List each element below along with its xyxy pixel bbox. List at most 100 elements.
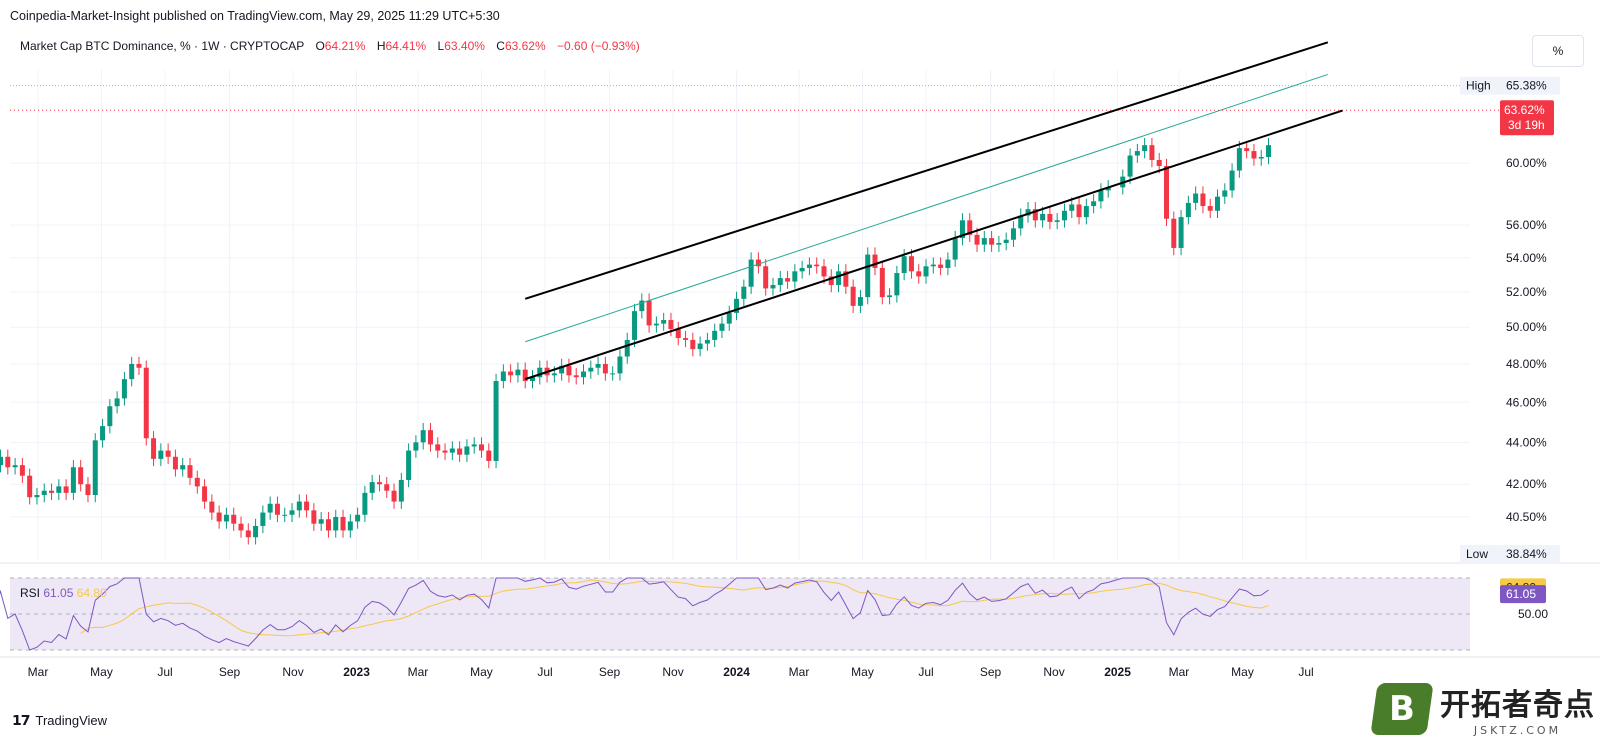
candle-body bbox=[923, 266, 929, 277]
close-value: 63.62% bbox=[504, 39, 546, 53]
candle-body bbox=[522, 369, 528, 382]
candle bbox=[974, 227, 980, 252]
candle bbox=[1091, 194, 1097, 214]
high-label: High bbox=[1466, 79, 1491, 93]
candle-body bbox=[209, 501, 215, 513]
candle-body bbox=[916, 271, 922, 277]
candle-body bbox=[1003, 239, 1009, 244]
tradingview-logo[interactable]: 𝟭𝟳 TradingView bbox=[12, 712, 107, 729]
candle bbox=[719, 316, 725, 339]
candle-body bbox=[413, 442, 419, 451]
candle-body bbox=[938, 264, 944, 268]
candle-body bbox=[180, 465, 186, 470]
candle bbox=[639, 293, 645, 319]
candle bbox=[923, 259, 929, 284]
percent-scale-button[interactable]: % bbox=[1532, 35, 1584, 67]
low-value: 38.84% bbox=[1506, 547, 1547, 561]
symbol-name[interactable]: Market Cap BTC Dominance, % · 1W · CRYPT… bbox=[20, 39, 305, 53]
candle bbox=[318, 512, 324, 531]
candle bbox=[34, 487, 40, 505]
candle bbox=[646, 293, 652, 333]
candle-body bbox=[850, 286, 856, 306]
y-tick-label: 46.00% bbox=[1506, 395, 1547, 409]
candle bbox=[420, 422, 426, 450]
candle-body bbox=[1040, 213, 1046, 221]
candle bbox=[180, 457, 186, 477]
candle-body bbox=[158, 450, 164, 459]
candle bbox=[391, 483, 397, 509]
candle-body bbox=[806, 264, 812, 268]
candle bbox=[1185, 195, 1191, 225]
candle bbox=[508, 364, 514, 383]
low-value: 63.40% bbox=[444, 39, 485, 53]
candle-body bbox=[100, 426, 106, 441]
x-tick-label: Sep bbox=[219, 665, 241, 679]
candle bbox=[413, 435, 419, 458]
candle-body bbox=[741, 286, 747, 299]
candle bbox=[231, 507, 237, 531]
candle bbox=[442, 443, 448, 460]
candle-body bbox=[1098, 190, 1104, 202]
x-tick-label: 2023 bbox=[343, 665, 370, 679]
candle bbox=[136, 356, 142, 375]
change-value: −0.60 (−0.93%) bbox=[557, 39, 640, 53]
candle bbox=[216, 505, 222, 529]
x-tick-label: Jul bbox=[157, 665, 172, 679]
candle-body bbox=[515, 369, 521, 376]
candle-body bbox=[865, 254, 871, 298]
candle bbox=[260, 505, 266, 534]
candle-body bbox=[770, 284, 776, 289]
rsi-value-axis-label: 61.05 bbox=[1506, 587, 1536, 601]
candle-body bbox=[945, 259, 951, 268]
rsi-legend-value: 61.05 bbox=[43, 586, 74, 600]
candle bbox=[362, 485, 368, 523]
candle-body bbox=[1047, 213, 1053, 222]
candle bbox=[617, 349, 623, 381]
candle bbox=[209, 494, 215, 520]
candle bbox=[0, 449, 4, 473]
candle bbox=[989, 230, 995, 252]
candle bbox=[602, 356, 608, 381]
candle-body bbox=[857, 297, 863, 306]
candle bbox=[70, 460, 76, 501]
candle-body bbox=[1018, 215, 1024, 229]
candle bbox=[872, 247, 878, 276]
candle bbox=[690, 332, 696, 357]
x-tick-label: Jul bbox=[537, 665, 552, 679]
candle-body bbox=[0, 456, 4, 466]
candle-body bbox=[85, 484, 91, 496]
candle bbox=[1258, 149, 1264, 166]
candle-body bbox=[5, 456, 11, 468]
candle-body bbox=[930, 264, 936, 267]
candle bbox=[1200, 186, 1206, 214]
candle bbox=[1076, 197, 1082, 225]
candle-body bbox=[311, 510, 317, 524]
candle bbox=[311, 503, 317, 531]
candle bbox=[223, 507, 229, 529]
candle-body bbox=[165, 450, 171, 457]
y-tick-label: 40.50% bbox=[1506, 510, 1547, 524]
rsi-line bbox=[0, 577, 1269, 651]
candle bbox=[406, 443, 412, 488]
candle bbox=[814, 257, 820, 274]
candle-body bbox=[289, 510, 295, 515]
candle-body bbox=[63, 486, 69, 493]
candle bbox=[653, 316, 659, 333]
candle-body bbox=[668, 320, 674, 330]
candle-body bbox=[1258, 157, 1264, 159]
candle bbox=[828, 269, 834, 293]
candle bbox=[595, 356, 601, 375]
x-tick-label: Jul bbox=[918, 665, 933, 679]
candle bbox=[704, 332, 710, 351]
candle-body bbox=[1171, 218, 1177, 248]
candle-body bbox=[777, 278, 783, 285]
high-value: 65.38% bbox=[1506, 79, 1547, 93]
candle bbox=[384, 477, 390, 498]
candle bbox=[194, 470, 200, 494]
candle bbox=[726, 305, 732, 331]
candle-body bbox=[304, 501, 310, 511]
rsi-name[interactable]: RSI bbox=[20, 586, 41, 600]
candle bbox=[56, 479, 62, 501]
candle-body bbox=[814, 264, 820, 267]
